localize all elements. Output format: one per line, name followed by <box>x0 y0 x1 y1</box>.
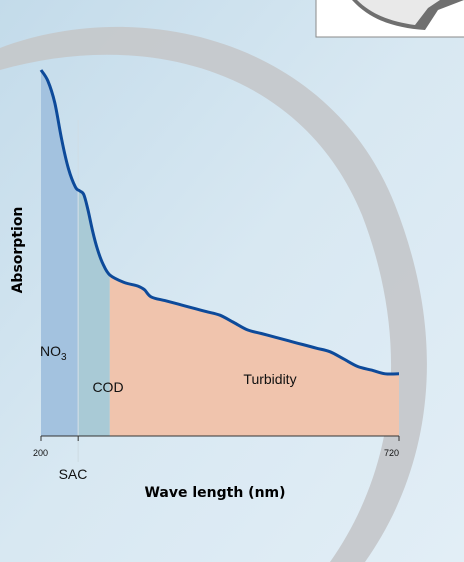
region-label-no3-sub: 3 <box>61 352 67 363</box>
x-ticks <box>40 436 400 441</box>
region-turbidity <box>109 275 400 436</box>
region-label-turbidity: Turbidity <box>243 371 296 387</box>
region-label-cod: COD <box>92 379 123 395</box>
swoosh-arc <box>0 26 427 562</box>
absorption-curve <box>39 69 400 376</box>
x-axis-title: Wave length (nm) <box>144 485 285 501</box>
x-tick-label-max: 720 <box>384 448 399 458</box>
region-label-no3: NO3 <box>40 343 67 363</box>
y-axis-title: Absorption <box>10 207 26 294</box>
region-layer <box>41 70 400 436</box>
x-tick-label-min: 200 <box>33 448 48 458</box>
corner-image-frame <box>315 0 464 38</box>
region-no3 <box>41 70 79 436</box>
region-cod <box>78 189 110 436</box>
sac-label: SAC <box>59 466 88 482</box>
